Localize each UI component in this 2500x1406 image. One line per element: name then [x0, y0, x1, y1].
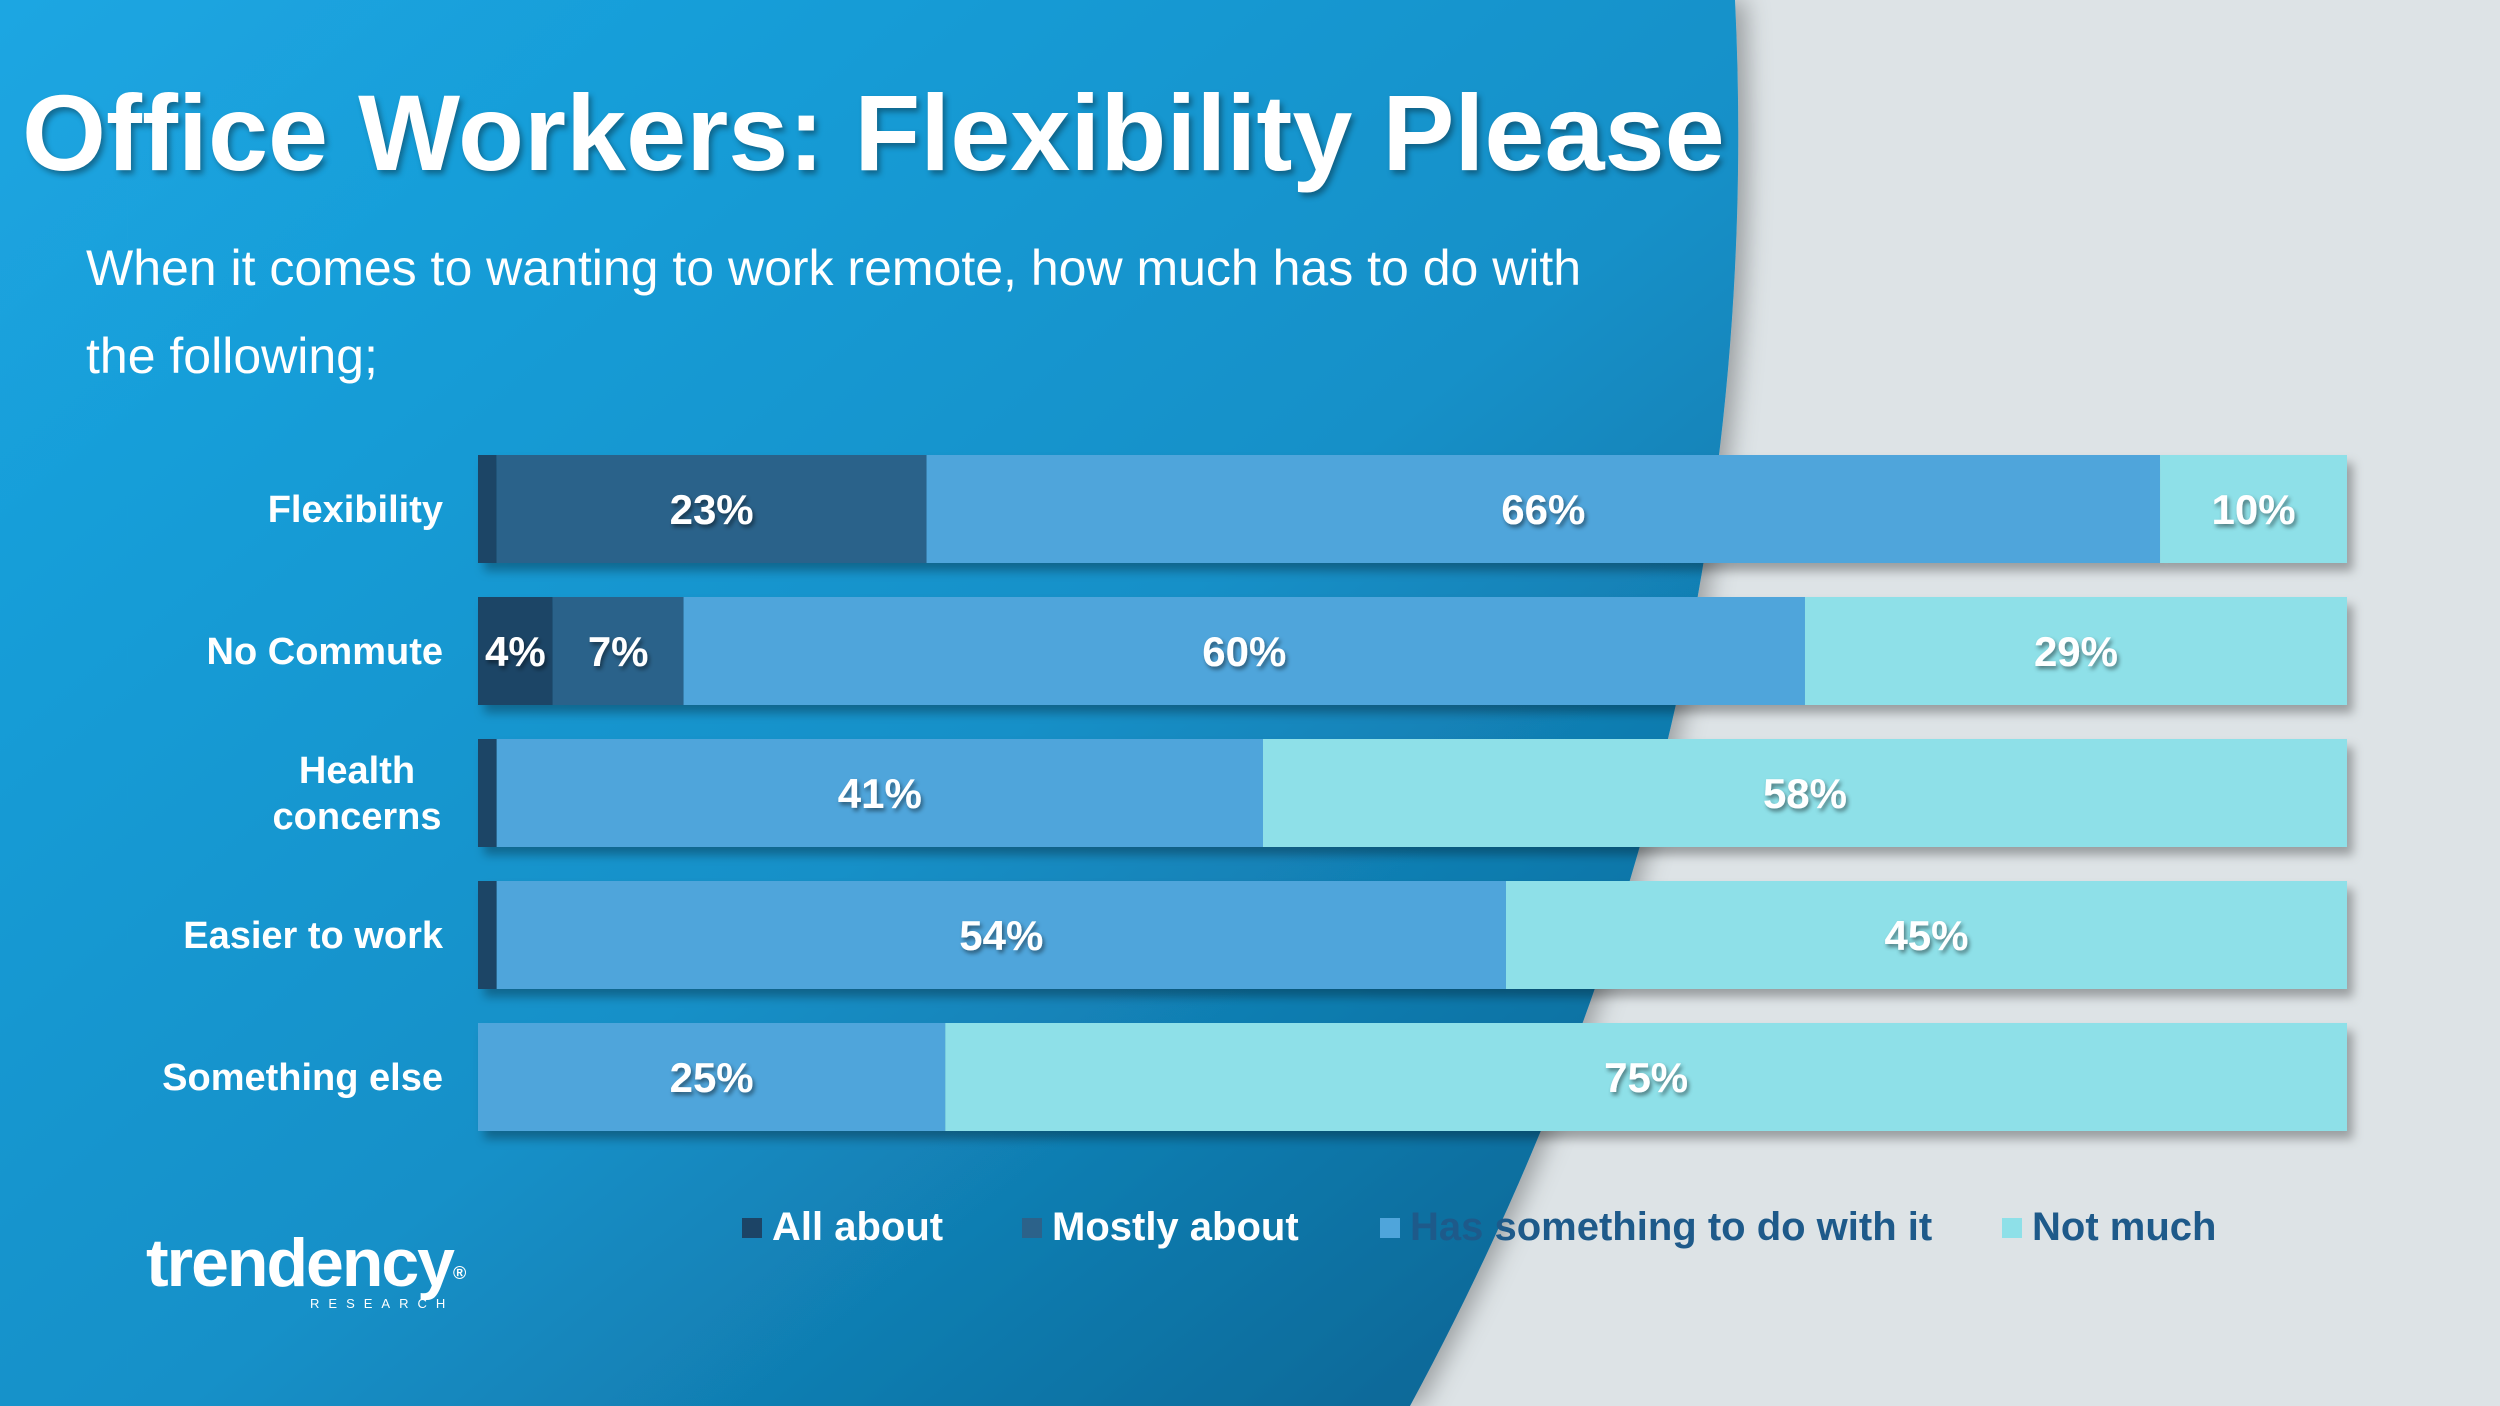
legend-item-not-much: Not much	[2002, 1205, 2216, 1250]
legend-swatch-mostly-about	[1022, 1217, 1042, 1238]
bars	[478, 455, 2347, 1131]
category-label: Something else	[162, 1057, 443, 1099]
bar-segment	[945, 1023, 2347, 1131]
bar-segment	[496, 739, 1263, 847]
legend-label: Mostly about	[1052, 1205, 1299, 1249]
legend-swatch-not-much	[2002, 1217, 2022, 1238]
legend-item-has-something: Has something to do with it	[1380, 1205, 1932, 1250]
data-label: 60%	[1202, 628, 1286, 675]
logo-word: trendency	[146, 1225, 455, 1301]
category-label: Health concerns	[273, 750, 442, 838]
legend-label: Not much	[2032, 1205, 2217, 1249]
bar-segment	[478, 455, 497, 563]
data-label: 23%	[670, 486, 754, 533]
bar-row	[478, 739, 2347, 847]
category-label: Easier to work	[183, 915, 444, 957]
bar-segment	[1262, 739, 2347, 847]
data-label: 75%	[1604, 1054, 1688, 1101]
legend-label: Has something to do with it	[1410, 1205, 1933, 1249]
chart-subtitle: When it comes to wanting to work remote,…	[86, 240, 1582, 384]
bar-segment	[1804, 597, 2347, 705]
data-label: 25%	[670, 1054, 754, 1101]
data-label: 10%	[2212, 486, 2296, 533]
bar-segment	[478, 881, 497, 989]
category-label: Flexibility	[268, 489, 443, 531]
logo-sub: RESEARCH	[310, 1296, 455, 1311]
data-label: 29%	[2034, 628, 2118, 675]
bar-segment	[926, 455, 2161, 563]
bar-segment	[552, 597, 684, 705]
legend-item-mostly-about: Mostly about	[1022, 1205, 1299, 1250]
bar-segment	[496, 455, 927, 563]
bar-segment	[683, 597, 1805, 705]
legend-swatch-all-about	[742, 1217, 762, 1238]
category-label: No Commute	[207, 631, 443, 673]
bar-row	[478, 597, 2347, 705]
data-label: 41%	[838, 770, 922, 817]
category-labels: Flexibility No Commute Health concerns Easie…	[162, 489, 444, 1099]
data-labels: 23% 66% 10% 4% 7% 60% 29% 41% 58% 54% 45% 25% 75%	[485, 486, 2296, 1101]
data-label: 58%	[1763, 770, 1847, 817]
data-label: 7%	[588, 628, 649, 675]
bar-segment	[478, 597, 553, 705]
data-label: 54%	[959, 912, 1043, 959]
legend-swatch-has-something	[1380, 1217, 1400, 1238]
bar-segment	[1505, 881, 2347, 989]
page-title: Office Workers: Flexibility Please	[22, 72, 1725, 193]
data-label: 4%	[485, 628, 546, 675]
bar-segment	[496, 881, 1506, 989]
bar-row	[478, 455, 2347, 563]
legend-item-all-about: All about	[742, 1205, 943, 1250]
bar-segment	[478, 739, 497, 847]
data-label: 45%	[1884, 912, 1968, 959]
bar-row	[478, 881, 2347, 989]
bar-segment	[478, 1023, 946, 1131]
trendency-logo: trendency® RESEARCH	[146, 1225, 466, 1311]
bar-segment	[2160, 455, 2347, 563]
data-label: 66%	[1501, 486, 1585, 533]
bar-row	[478, 1023, 2347, 1131]
legend-label: All about	[772, 1205, 944, 1249]
